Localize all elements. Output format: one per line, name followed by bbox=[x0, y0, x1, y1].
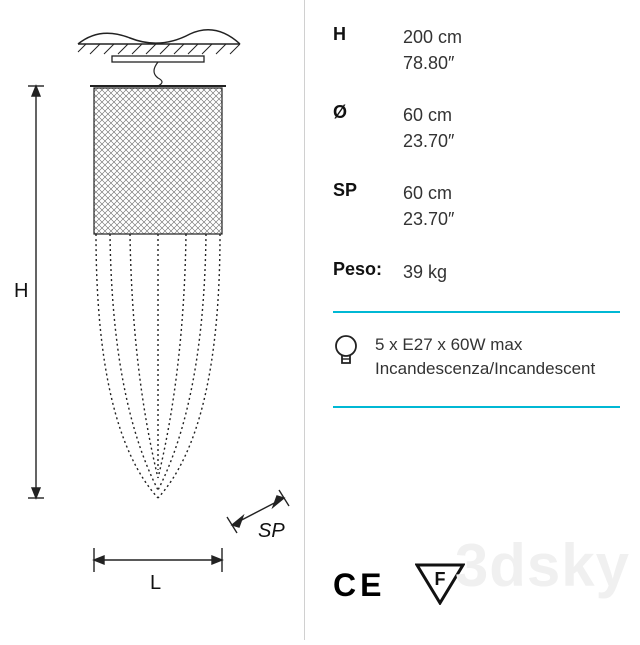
spec-value: 60 cm 23.70″ bbox=[403, 180, 454, 232]
spec-row-height: H 200 cm 78.80″ bbox=[333, 24, 620, 76]
dim-label-SP: SP bbox=[258, 520, 285, 543]
spec-value: 39 kg bbox=[403, 259, 447, 285]
spec-value: 60 cm 23.70″ bbox=[403, 102, 454, 154]
spec-row-weight: Peso: 39 kg bbox=[333, 259, 620, 285]
dim-label-H: H bbox=[14, 280, 28, 303]
spec-label: Ø bbox=[333, 102, 403, 154]
spec-panel: H 200 cm 78.80″ Ø 60 cm 23.70″ SP 60 cm … bbox=[305, 0, 640, 640]
dim-label-L: L bbox=[150, 572, 161, 595]
spec-row-diameter: Ø 60 cm 23.70″ bbox=[333, 102, 620, 154]
vde-mark: F bbox=[415, 561, 465, 610]
diagram-svg bbox=[0, 0, 305, 640]
bulb-row: 5 x E27 x 60W max Incandescenza/Incandes… bbox=[333, 333, 620, 382]
bulb-line2: Incandescenza/Incandescent bbox=[375, 357, 595, 382]
spec-imperial: 23.70″ bbox=[403, 206, 454, 232]
ce-text: CE bbox=[333, 567, 385, 603]
cert-row: CE F bbox=[333, 561, 465, 610]
spec-label: Peso: bbox=[333, 259, 403, 285]
bulb-icon bbox=[333, 333, 359, 373]
bulb-text: 5 x E27 x 60W max Incandescenza/Incandes… bbox=[375, 333, 595, 382]
spec-label: SP bbox=[333, 180, 403, 232]
divider bbox=[333, 406, 620, 408]
spec-imperial: 23.70″ bbox=[403, 128, 454, 154]
watermark: 3dsky bbox=[455, 531, 630, 600]
spec-row-sp: SP 60 cm 23.70″ bbox=[333, 180, 620, 232]
spec-label: H bbox=[333, 24, 403, 76]
vde-letter: F bbox=[435, 569, 446, 589]
spec-imperial: 78.80″ bbox=[403, 50, 462, 76]
ce-mark: CE bbox=[333, 567, 385, 604]
spec-metric: 60 cm bbox=[403, 102, 454, 128]
spec-value: 200 cm 78.80″ bbox=[403, 24, 462, 76]
divider bbox=[333, 311, 620, 313]
bulb-line1: 5 x E27 x 60W max bbox=[375, 333, 595, 358]
spec-metric: 60 cm bbox=[403, 180, 454, 206]
diagram-panel: H L SP bbox=[0, 0, 305, 640]
spec-metric: 200 cm bbox=[403, 24, 462, 50]
